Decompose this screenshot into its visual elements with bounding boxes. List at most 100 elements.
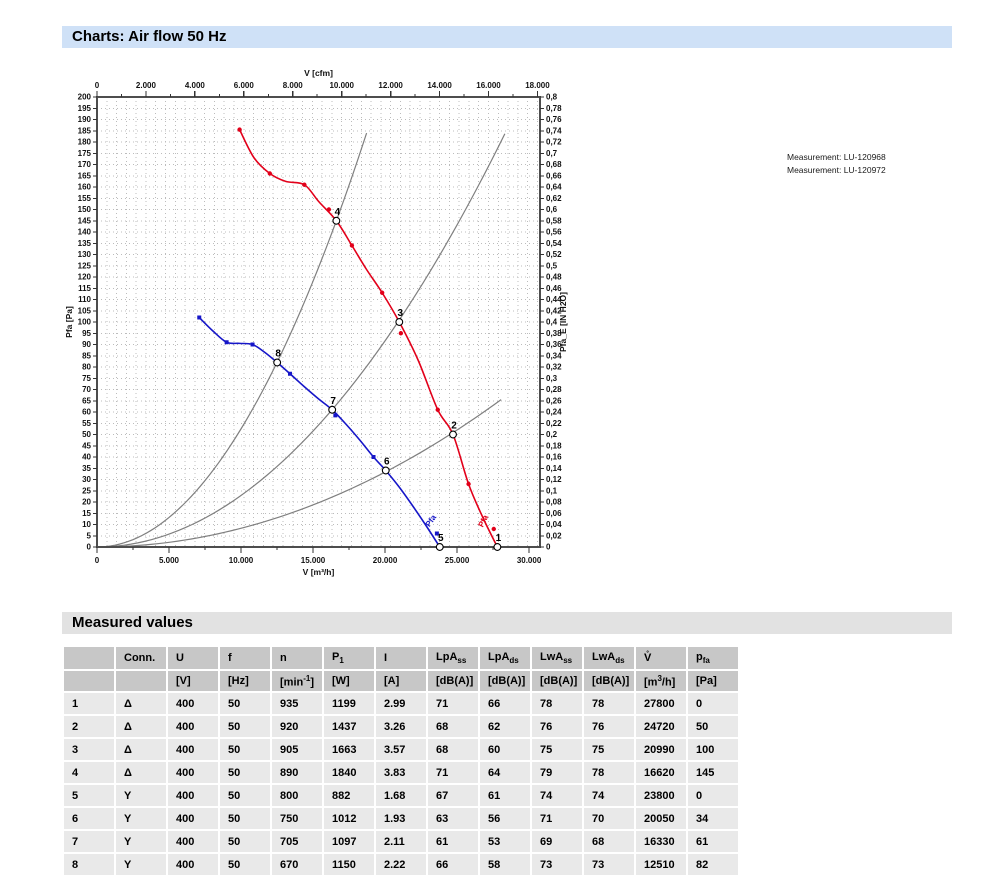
- table-units-row: [V] [Hz] [min-1] [W] [A] [dB(A)] [dB(A)] [dB(A)…: [64, 671, 738, 691]
- data-cell: 75: [532, 739, 582, 760]
- header-cell: LwAss: [532, 647, 582, 669]
- axis-tick-label: 15.000: [301, 556, 326, 565]
- data-cell: 1840: [324, 762, 374, 783]
- axis-tick-label: 0,2: [546, 430, 558, 439]
- data-cell: 1097: [324, 831, 374, 852]
- raw-data-dot: [237, 127, 242, 132]
- axis-tick-label: 2.000: [136, 81, 157, 90]
- axis-tick-label: 0,42: [546, 306, 562, 315]
- data-cell: 890: [272, 762, 322, 783]
- data-cell: 50: [220, 785, 270, 806]
- system-curve: [96, 133, 506, 548]
- axis-tick-label: 0,1: [546, 486, 558, 495]
- axis-tick-label: 135: [78, 239, 92, 248]
- axis-tick-label: 14.000: [427, 81, 452, 90]
- axis-tick-label: 140: [78, 228, 92, 237]
- axis-tick-label: 195: [78, 104, 92, 113]
- axis-tick-label: 95: [82, 329, 91, 338]
- data-cell: Y: [116, 808, 166, 829]
- data-cell: 27800: [636, 693, 686, 714]
- row-number-cell: 4: [64, 762, 114, 783]
- data-cell: 24720: [636, 716, 686, 737]
- airflow-chart-svg: 0 2.000 4.000 6.000 8.000 10.000 12.000 14.000 1…: [64, 68, 568, 577]
- axis-tick-label: 0,16: [546, 453, 562, 462]
- axis-tick-label: 45: [82, 441, 91, 450]
- data-cell: 76: [532, 716, 582, 737]
- data-cell: 71: [532, 808, 582, 829]
- header-cell: n: [272, 647, 322, 669]
- header-cell: V̊: [636, 647, 686, 669]
- raw-data-dot: [398, 331, 404, 336]
- table-row: 4 Δ 400 50 890 1840 3.83 71 64 79 78 16620 145: [64, 762, 738, 783]
- legend-item: Measurement: LU-120968: [787, 152, 886, 162]
- table-row: 2 Δ 400 50 920 1437 3.26 68 62 76 76 24720 50: [64, 716, 738, 737]
- data-cell: 2.11: [376, 831, 426, 852]
- axis-tick-label: 0,22: [546, 419, 562, 428]
- axis-tick-label: 50: [82, 430, 91, 439]
- data-cell: 20990: [636, 739, 686, 760]
- data-cell: 400: [168, 854, 218, 875]
- data-cell: 400: [168, 716, 218, 737]
- system-curves: [96, 132, 506, 548]
- header-cell: pfa: [688, 647, 738, 669]
- axis-tick-label: 115: [78, 284, 91, 293]
- measurement-legend: Measurement: LU-120968 Measurement: LU-1…: [787, 151, 886, 177]
- data-cell: 50: [688, 716, 738, 737]
- airflow-chart: 0 2.000 4.000 6.000 8.000 10.000 12.000 14.000 1…: [60, 60, 625, 590]
- axis-tick-label: 12.000: [378, 81, 403, 90]
- axis-tick-label: 80: [82, 363, 91, 372]
- data-cell: 400: [168, 808, 218, 829]
- operating-point-label: 7: [330, 396, 336, 407]
- data-cell: 68: [428, 716, 478, 737]
- axis-tick-label: 0,34: [546, 351, 562, 360]
- axis-tick-label: 0,56: [546, 228, 562, 237]
- axis-tick-label: 0,54: [546, 239, 562, 248]
- data-cell: 3.83: [376, 762, 426, 783]
- data-cell: Δ: [116, 716, 166, 737]
- raw-data-dot: [326, 207, 332, 212]
- header-cell: [64, 647, 114, 669]
- axis-tick-label: 0,4: [546, 318, 558, 327]
- row-number-cell: 6: [64, 808, 114, 829]
- data-cell: 61: [480, 785, 530, 806]
- data-cell: 73: [584, 854, 634, 875]
- axis-tick-label: 70: [82, 385, 91, 394]
- data-cell: 79: [532, 762, 582, 783]
- data-cell: 34: [688, 808, 738, 829]
- raw-data-dot: [333, 413, 338, 418]
- data-cell: 0: [688, 693, 738, 714]
- unit-cell: [V]: [168, 671, 218, 691]
- table-row: 3 Δ 400 50 905 1663 3.57 68 60 75 75 20990 100: [64, 739, 738, 760]
- data-cell: 3.26: [376, 716, 426, 737]
- bottom-axis: 0 5.000 10.000 15.000 20.000 25.000 30.000 V [m…: [95, 547, 542, 577]
- data-cell: 74: [532, 785, 582, 806]
- unit-cell: [Pa]: [688, 671, 738, 691]
- axis-tick-label: 0,78: [546, 104, 562, 113]
- raw-data-dot: [267, 171, 273, 176]
- right-axis: 0 0,02 0,04 0,06 0,08 0,1 0,12 0,14 0,16 0,18 0,2 0…: [540, 93, 568, 552]
- data-cell: 76: [584, 716, 634, 737]
- axis-tick-label: 55: [82, 419, 91, 428]
- axis-tick-label: 10.000: [229, 556, 254, 565]
- data-cell: Δ: [116, 762, 166, 783]
- axis-tick-label: 30.000: [517, 556, 542, 565]
- data-cell: Δ: [116, 693, 166, 714]
- axis-tick-label: 120: [78, 273, 92, 282]
- data-cell: 400: [168, 693, 218, 714]
- row-number-cell: 3: [64, 739, 114, 760]
- operating-point-label: 1: [496, 533, 502, 544]
- data-cell: 71: [428, 762, 478, 783]
- data-cell: 68: [584, 831, 634, 852]
- unit-cell: [W]: [324, 671, 374, 691]
- data-cell: 56: [480, 808, 530, 829]
- data-cell: 905: [272, 739, 322, 760]
- axis-tick-label: 10.000: [329, 81, 354, 90]
- axis-tick-label: 0,7: [546, 149, 558, 158]
- data-cell: 71: [428, 693, 478, 714]
- raw-data-dot: [491, 526, 496, 532]
- axis-tick-label: 0,64: [546, 183, 562, 192]
- data-cell: 2.99: [376, 693, 426, 714]
- unit-cell: [64, 671, 114, 691]
- unit-cell: [Hz]: [220, 671, 270, 691]
